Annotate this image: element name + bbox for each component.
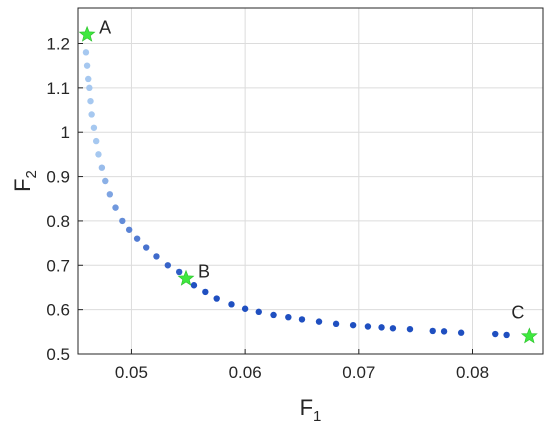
data-point: [457, 329, 465, 336]
y-axis-title: F2: [10, 170, 40, 192]
y-tick-label: 0.6: [46, 301, 70, 320]
data-points: [82, 49, 510, 339]
point-label-c: C: [511, 302, 524, 322]
star-marker-c: [520, 327, 538, 344]
point-label-b: B: [198, 262, 210, 282]
data-point: [175, 268, 183, 276]
star-marker-a: [78, 25, 96, 42]
data-point: [95, 151, 102, 158]
data-point: [255, 308, 262, 316]
data-point: [83, 62, 91, 69]
data-point: [389, 325, 397, 332]
data-point: [125, 226, 133, 233]
data-point: [102, 177, 109, 185]
data-point: [228, 301, 235, 308]
y-tick-label: 0.7: [46, 256, 70, 275]
y-axis-ticks: 0.5 0.6 0.7 0.8 0.9 1 1.1 1.2: [46, 34, 83, 364]
data-point: [429, 327, 436, 335]
data-point: [492, 330, 499, 338]
x-tick-label: 0.08: [456, 363, 489, 382]
data-point: [332, 320, 340, 328]
x-tick-label: 0.07: [342, 363, 375, 382]
data-point: [82, 49, 90, 56]
y-tick-label: 0.9: [46, 168, 70, 187]
data-point: [349, 321, 357, 329]
y-tick-label: 1: [61, 123, 70, 142]
y-tick-label: 1.2: [46, 34, 70, 53]
data-point: [298, 316, 306, 323]
grid-lines: [78, 8, 543, 355]
y-tick-label: 0.5: [46, 345, 70, 364]
data-point: [133, 235, 141, 242]
data-point: [213, 295, 220, 302]
data-point: [87, 97, 94, 105]
data-point: [440, 328, 448, 335]
data-point: [153, 253, 160, 260]
data-point: [119, 217, 126, 225]
plot-area-frame: [77, 7, 544, 355]
data-point: [190, 282, 198, 289]
data-point: [241, 305, 249, 312]
data-point: [112, 204, 119, 211]
x-axis-ticks: 0.05 0.06 0.07 0.08: [115, 349, 489, 382]
y-tick-label: 1.1: [46, 79, 70, 98]
data-point: [85, 75, 92, 83]
data-point: [364, 323, 372, 330]
point-label-a: A: [99, 18, 111, 38]
data-point: [315, 318, 323, 325]
highlight-stars: A B C: [78, 18, 538, 344]
data-point: [90, 124, 98, 131]
data-point: [378, 324, 385, 331]
data-point: [503, 331, 510, 339]
data-point: [285, 313, 292, 321]
x-tick-label: 0.05: [115, 363, 148, 382]
data-point: [106, 191, 114, 198]
data-point: [86, 84, 93, 92]
y-tick-label: 0.8: [46, 212, 70, 231]
data-point: [270, 311, 277, 319]
x-tick-label: 0.06: [229, 363, 262, 382]
data-point: [406, 325, 414, 333]
data-point: [164, 262, 172, 269]
data-point: [88, 111, 95, 118]
data-point: [202, 288, 209, 296]
data-point: [143, 244, 150, 251]
x-axis-title: F1: [300, 395, 322, 425]
star-marker-b: [177, 269, 195, 286]
data-point: [98, 164, 106, 171]
data-point: [92, 137, 100, 145]
